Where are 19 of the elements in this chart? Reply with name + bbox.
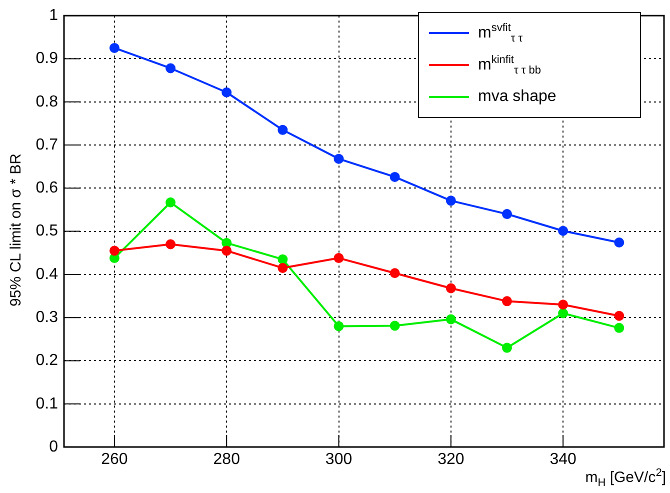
y-tick-label: 0.5 — [36, 222, 58, 240]
x-tick-label: 280 — [213, 451, 240, 468]
x-tick-label: 320 — [438, 451, 464, 468]
x-tick-label: 260 — [101, 451, 128, 468]
y-tick-label: 1 — [49, 7, 58, 24]
y-tick-label: 0 — [49, 438, 58, 456]
y-tick-label: 0.1 — [36, 395, 58, 412]
y-tick-label: 0.3 — [36, 308, 58, 326]
y-tick-label: 0.6 — [36, 180, 58, 197]
y-tick-label: 0.7 — [36, 136, 58, 154]
x-tick-label: 300 — [325, 451, 352, 468]
y-tick-label: 0.4 — [36, 266, 58, 283]
legend-label: mva shape — [478, 88, 556, 106]
x-axis-title: m$_{H}$ [GeV/c$^{2}$] — [585, 467, 666, 489]
y-tick-label: 0.2 — [36, 352, 58, 370]
y-tick-label: 0.8 — [36, 93, 58, 110]
y-axis-title: 95% CL limit on σ * BR — [8, 154, 24, 306]
y-tick-label: 0.9 — [36, 50, 58, 68]
x-tick-label: 340 — [550, 451, 577, 468]
